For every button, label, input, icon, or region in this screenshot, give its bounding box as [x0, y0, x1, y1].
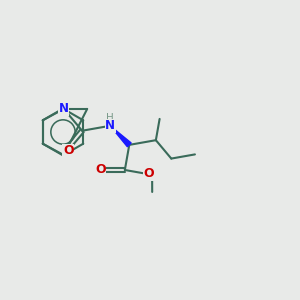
- Text: N: N: [59, 102, 69, 116]
- Text: H: H: [106, 113, 114, 123]
- Text: O: O: [95, 164, 106, 176]
- Text: O: O: [63, 144, 74, 158]
- Text: N: N: [105, 119, 115, 132]
- Polygon shape: [110, 126, 131, 147]
- Text: O: O: [144, 167, 154, 180]
